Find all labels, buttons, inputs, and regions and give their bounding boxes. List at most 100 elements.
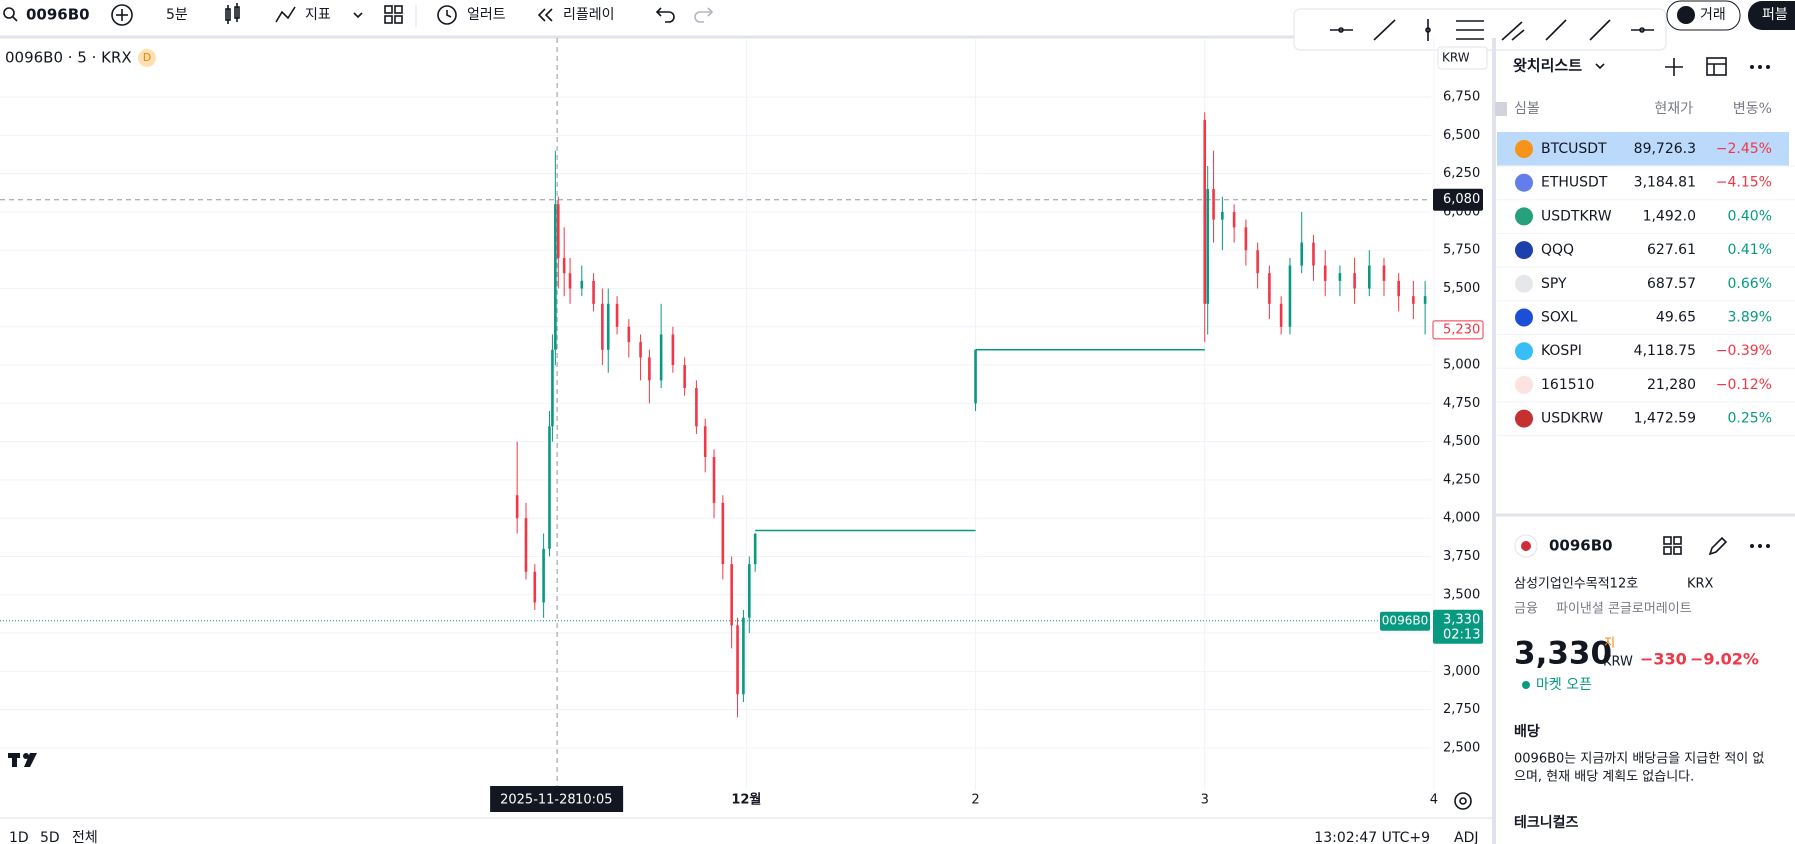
chart-type[interactable]	[225, 3, 240, 24]
row-change: 0.25%	[1728, 411, 1772, 427]
candle-body	[974, 349, 977, 404]
x-tick-label: 3	[1201, 793, 1209, 808]
alert-button[interactable]: 얼러트	[467, 7, 506, 23]
y-tick-label: 5,750	[1443, 243, 1480, 258]
replay-button[interactable]: 리플레이	[563, 7, 615, 23]
watchlist-title[interactable]: 왓치리스트	[1513, 57, 1582, 75]
candle-body	[1338, 273, 1342, 281]
symbol-more[interactable]	[1750, 544, 1770, 548]
crosshair-x-bg	[490, 786, 624, 812]
watchlist-actions[interactable]	[1665, 57, 1727, 76]
redo[interactable]	[694, 7, 714, 23]
symbol-button[interactable]: 0096B0	[26, 6, 90, 24]
candle-body	[1268, 273, 1271, 304]
range-button[interactable]: 1D	[9, 830, 29, 844]
row-symbol[interactable]: BTCUSDT	[1541, 141, 1607, 157]
candle-body	[615, 303, 619, 327]
column-header[interactable]: 변동%	[1733, 101, 1772, 117]
search-icon[interactable]	[3, 7, 18, 22]
candle-body	[1312, 242, 1315, 266]
publish-button[interactable]	[1748, 1, 1795, 30]
row-symbol[interactable]: USDTKRW	[1541, 208, 1612, 224]
y-tick-label: 5,000	[1443, 358, 1480, 373]
marker-label: 5,230	[1443, 322, 1480, 337]
candle-body	[1244, 227, 1248, 251]
y-tick-label: 4,250	[1443, 472, 1480, 487]
row-change: −4.15%	[1716, 175, 1772, 191]
dividend-text: 으며, 현재 배당 계획도 없습니다.	[1514, 770, 1694, 785]
y-tick-label: 2,750	[1443, 702, 1480, 717]
row-symbol[interactable]: KOSPI	[1541, 343, 1582, 359]
candle-body	[683, 365, 686, 389]
currency[interactable]: KRW	[1442, 51, 1470, 65]
row-symbol[interactable]: 161510	[1541, 377, 1594, 393]
candle-body	[695, 388, 698, 427]
candle-body	[515, 495, 519, 519]
watchlist-chevron[interactable]	[1595, 63, 1605, 70]
row-symbol[interactable]: USDKRW	[1541, 411, 1603, 427]
drawing-tools[interactable]	[1330, 19, 1654, 41]
alert-icon[interactable]	[437, 5, 457, 25]
layout-icon[interactable]	[384, 5, 403, 24]
candle-body	[580, 280, 584, 289]
sector[interactable]: 금융	[1514, 602, 1538, 617]
row-price: 627.61	[1647, 242, 1696, 258]
candle-body	[1221, 211, 1224, 220]
currency-box[interactable]	[1437, 46, 1488, 70]
candle-body	[601, 303, 604, 350]
add-symbol[interactable]	[111, 4, 133, 26]
dividend-title: 배당	[1514, 723, 1540, 740]
y-tick-label: 5,500	[1443, 281, 1480, 296]
candle-body	[659, 334, 663, 381]
publish-label[interactable]: 퍼블	[1762, 7, 1788, 23]
industry[interactable]: 파이낸셜 콘글로머레이트	[1556, 602, 1692, 617]
row-price: 4,118.75	[1634, 343, 1696, 359]
row-symbol[interactable]: QQQ	[1541, 242, 1574, 258]
y-tick-label: 3,000	[1443, 664, 1480, 679]
y-tick-label: 4,000	[1443, 511, 1480, 526]
marker-label-bg	[1432, 320, 1484, 340]
settings-icon[interactable]	[1454, 792, 1472, 810]
price-flag: 지	[1604, 636, 1615, 650]
candle-body	[1232, 211, 1236, 228]
undo[interactable]	[655, 7, 675, 23]
badge: D	[143, 51, 151, 64]
row-change: 3.89%	[1728, 310, 1772, 326]
trade-label[interactable]: 거래	[1700, 7, 1726, 23]
replay-icon[interactable]	[537, 8, 553, 22]
candle-body	[1397, 280, 1400, 297]
indicator-icon[interactable]	[275, 6, 296, 23]
range-button[interactable]: 전체	[72, 830, 98, 844]
symbol-icon	[1515, 375, 1533, 394]
x-tick-label: 2	[971, 793, 979, 808]
candle-body	[1288, 265, 1292, 327]
chart: 2,5002,7503,0003,2503,5003,7504,0004,250…	[0, 38, 1484, 812]
candle-body	[1323, 265, 1327, 281]
candle-body	[562, 257, 566, 274]
price-currency: KRW	[1603, 655, 1633, 670]
technicals-title: 테크니컬즈	[1514, 815, 1579, 831]
candle-body	[721, 502, 725, 565]
flag-kr-dot	[1521, 541, 1531, 551]
crosshair-label-bg	[1433, 188, 1483, 211]
adj-button[interactable]: ADJ	[1454, 830, 1479, 844]
range-button[interactable]: 5D	[40, 830, 60, 844]
candle-body	[556, 204, 560, 258]
candle-body	[742, 617, 745, 695]
row-symbol[interactable]: ETHUSDT	[1541, 175, 1608, 191]
column-header[interactable]: 현재가	[1654, 101, 1693, 117]
chevron[interactable]	[353, 12, 363, 19]
interval-button[interactable]: 5분	[166, 7, 188, 23]
indicators-button[interactable]: 지표	[305, 7, 331, 23]
candle-body	[592, 280, 595, 304]
company-name[interactable]: 삼성기업인수목적12호	[1514, 577, 1638, 592]
column-header[interactable]: 심볼	[1514, 101, 1540, 117]
y-tick-label: 4,750	[1443, 396, 1480, 411]
symbol-actions[interactable]	[1663, 536, 1728, 556]
row-symbol[interactable]: SOXL	[1541, 310, 1578, 326]
crosshair-date: 2025-11-28	[500, 793, 576, 808]
more-icon[interactable]	[1750, 65, 1770, 69]
row-symbol[interactable]: SPY	[1541, 276, 1567, 292]
